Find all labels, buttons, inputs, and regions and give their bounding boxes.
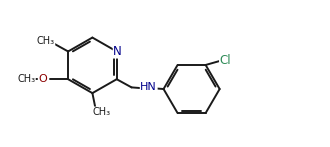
Text: HN: HN — [140, 82, 157, 92]
Text: CH₃: CH₃ — [93, 107, 111, 117]
Text: O: O — [38, 74, 47, 84]
Text: CH₃: CH₃ — [37, 36, 55, 46]
Text: CH₃: CH₃ — [17, 74, 35, 83]
Text: N: N — [113, 45, 122, 58]
Text: Cl: Cl — [219, 54, 231, 67]
